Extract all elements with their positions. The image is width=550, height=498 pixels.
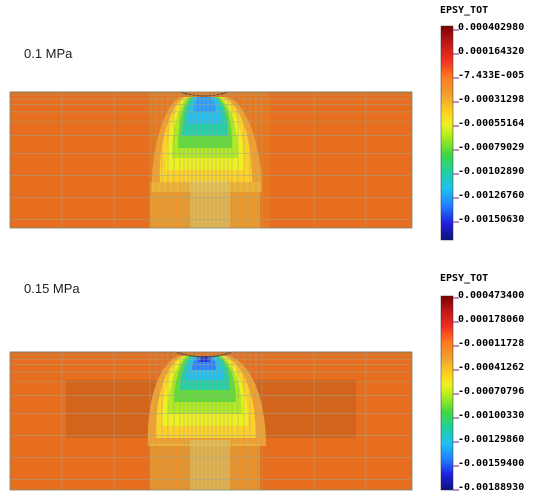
legend-1-tick: -0.00031298 bbox=[458, 94, 525, 105]
panel-2-label: 0.15 MPa bbox=[24, 281, 80, 296]
legend-1-tick: -0.00150630 bbox=[458, 214, 525, 225]
legend-1-title: EPSY_TOT bbox=[440, 5, 489, 16]
legend-2-tick: -0.00011728 bbox=[458, 338, 525, 349]
panel-2-mesh bbox=[9, 351, 413, 491]
legend-2-tick: -0.00129860 bbox=[458, 434, 525, 445]
legend-2-tick: 0.000473400 bbox=[458, 290, 525, 301]
panel-1-mesh bbox=[9, 91, 413, 229]
legend-1-tick: -0.00102890 bbox=[458, 166, 525, 177]
legend-1-tick: -0.00055164 bbox=[458, 118, 525, 129]
legend-1-tick: -7.433E-005 bbox=[458, 70, 525, 81]
legend-2-colorbar bbox=[440, 295, 454, 491]
legend-1-colorbar bbox=[440, 25, 454, 241]
legend-1-tick: -0.00126760 bbox=[458, 190, 525, 201]
legend-1-tick: -0.00079029 bbox=[458, 142, 525, 153]
legend-1-tick: 0.000402980 bbox=[458, 22, 525, 33]
legend-2-tick: -0.00159400 bbox=[458, 458, 525, 469]
panel-1-label: 0.1 MPa bbox=[24, 46, 73, 61]
legend-2-tick: -0.00188930 bbox=[458, 482, 525, 493]
legend-1-tick: 0.000164320 bbox=[458, 46, 525, 57]
legend-2-tick: -0.00041262 bbox=[458, 362, 525, 373]
legend-2-tick: -0.00100330 bbox=[458, 410, 525, 421]
legend-2-tick: -0.00070796 bbox=[458, 386, 525, 397]
legend-2-tick: 0.000178060 bbox=[458, 314, 525, 325]
legend-2-title: EPSY_TOT bbox=[440, 273, 489, 284]
